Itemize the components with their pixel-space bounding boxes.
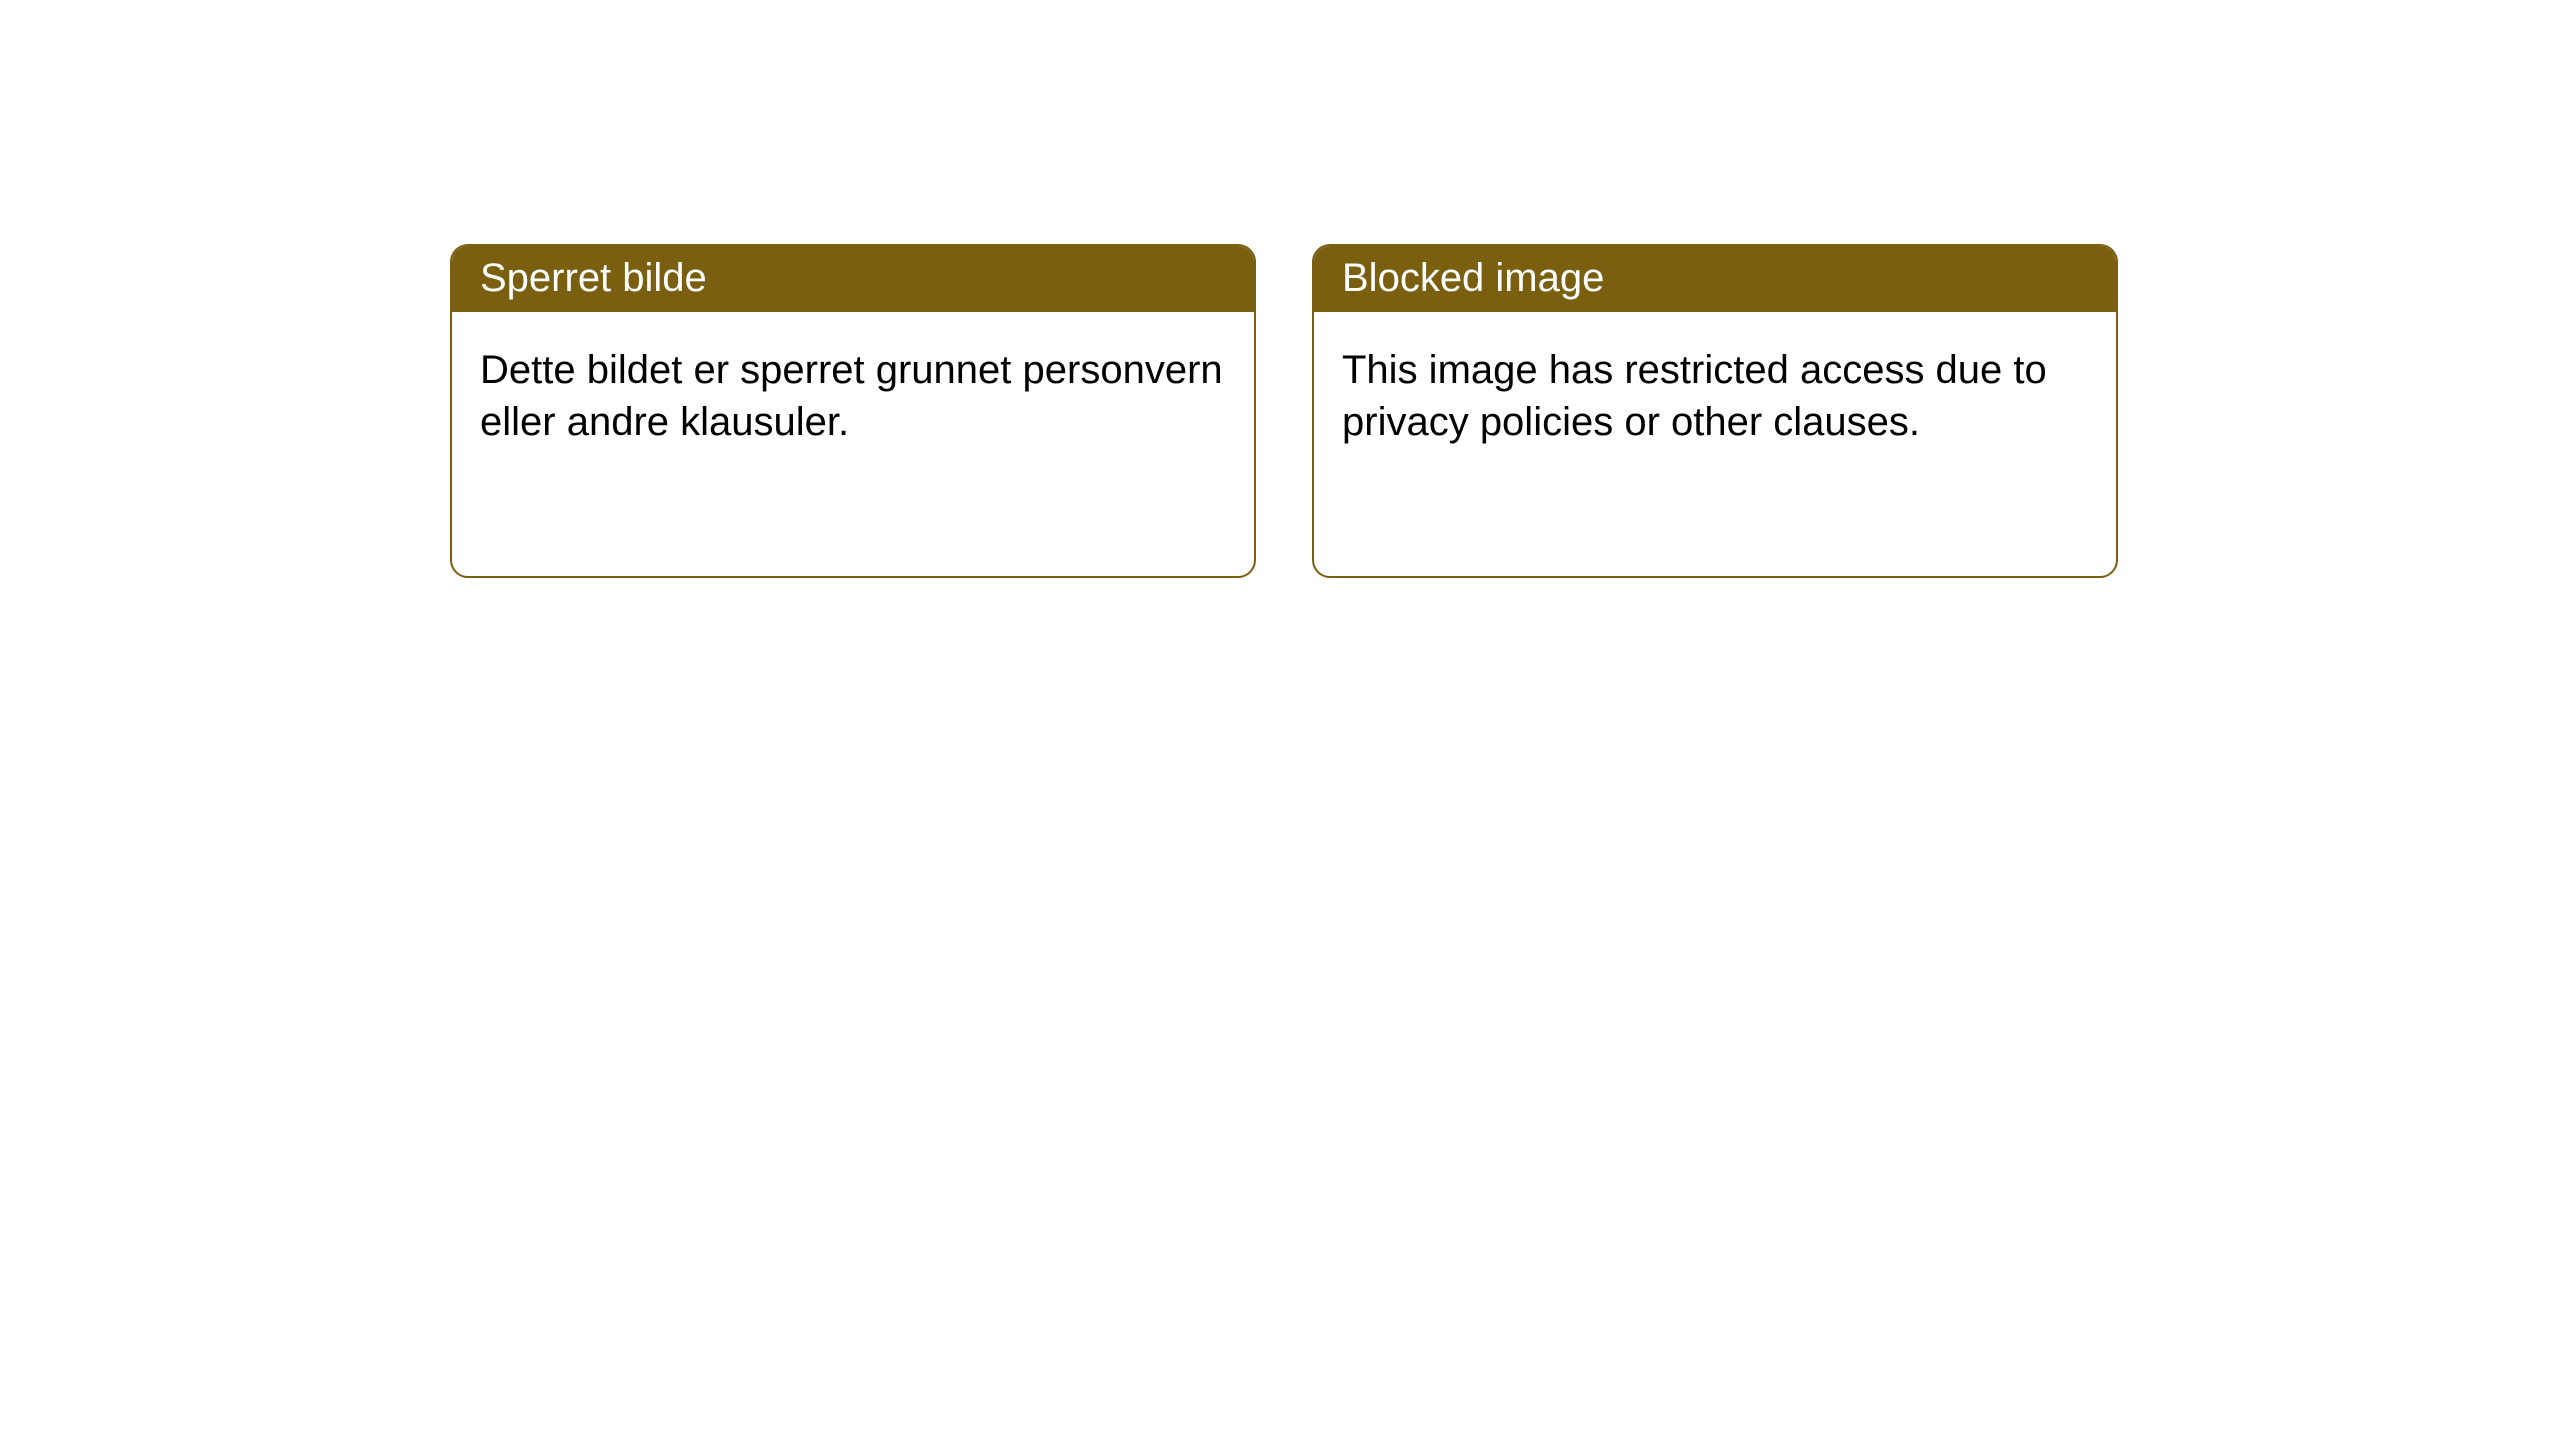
notice-header-no: Sperret bilde bbox=[452, 246, 1254, 312]
notice-box-en: Blocked image This image has restricted … bbox=[1312, 244, 2118, 578]
notice-container: Sperret bilde Dette bildet er sperret gr… bbox=[0, 0, 2560, 578]
notice-body-en: This image has restricted access due to … bbox=[1314, 312, 2116, 476]
notice-body-no: Dette bildet er sperret grunnet personve… bbox=[452, 312, 1254, 476]
notice-header-en: Blocked image bbox=[1314, 246, 2116, 312]
notice-box-no: Sperret bilde Dette bildet er sperret gr… bbox=[450, 244, 1256, 578]
